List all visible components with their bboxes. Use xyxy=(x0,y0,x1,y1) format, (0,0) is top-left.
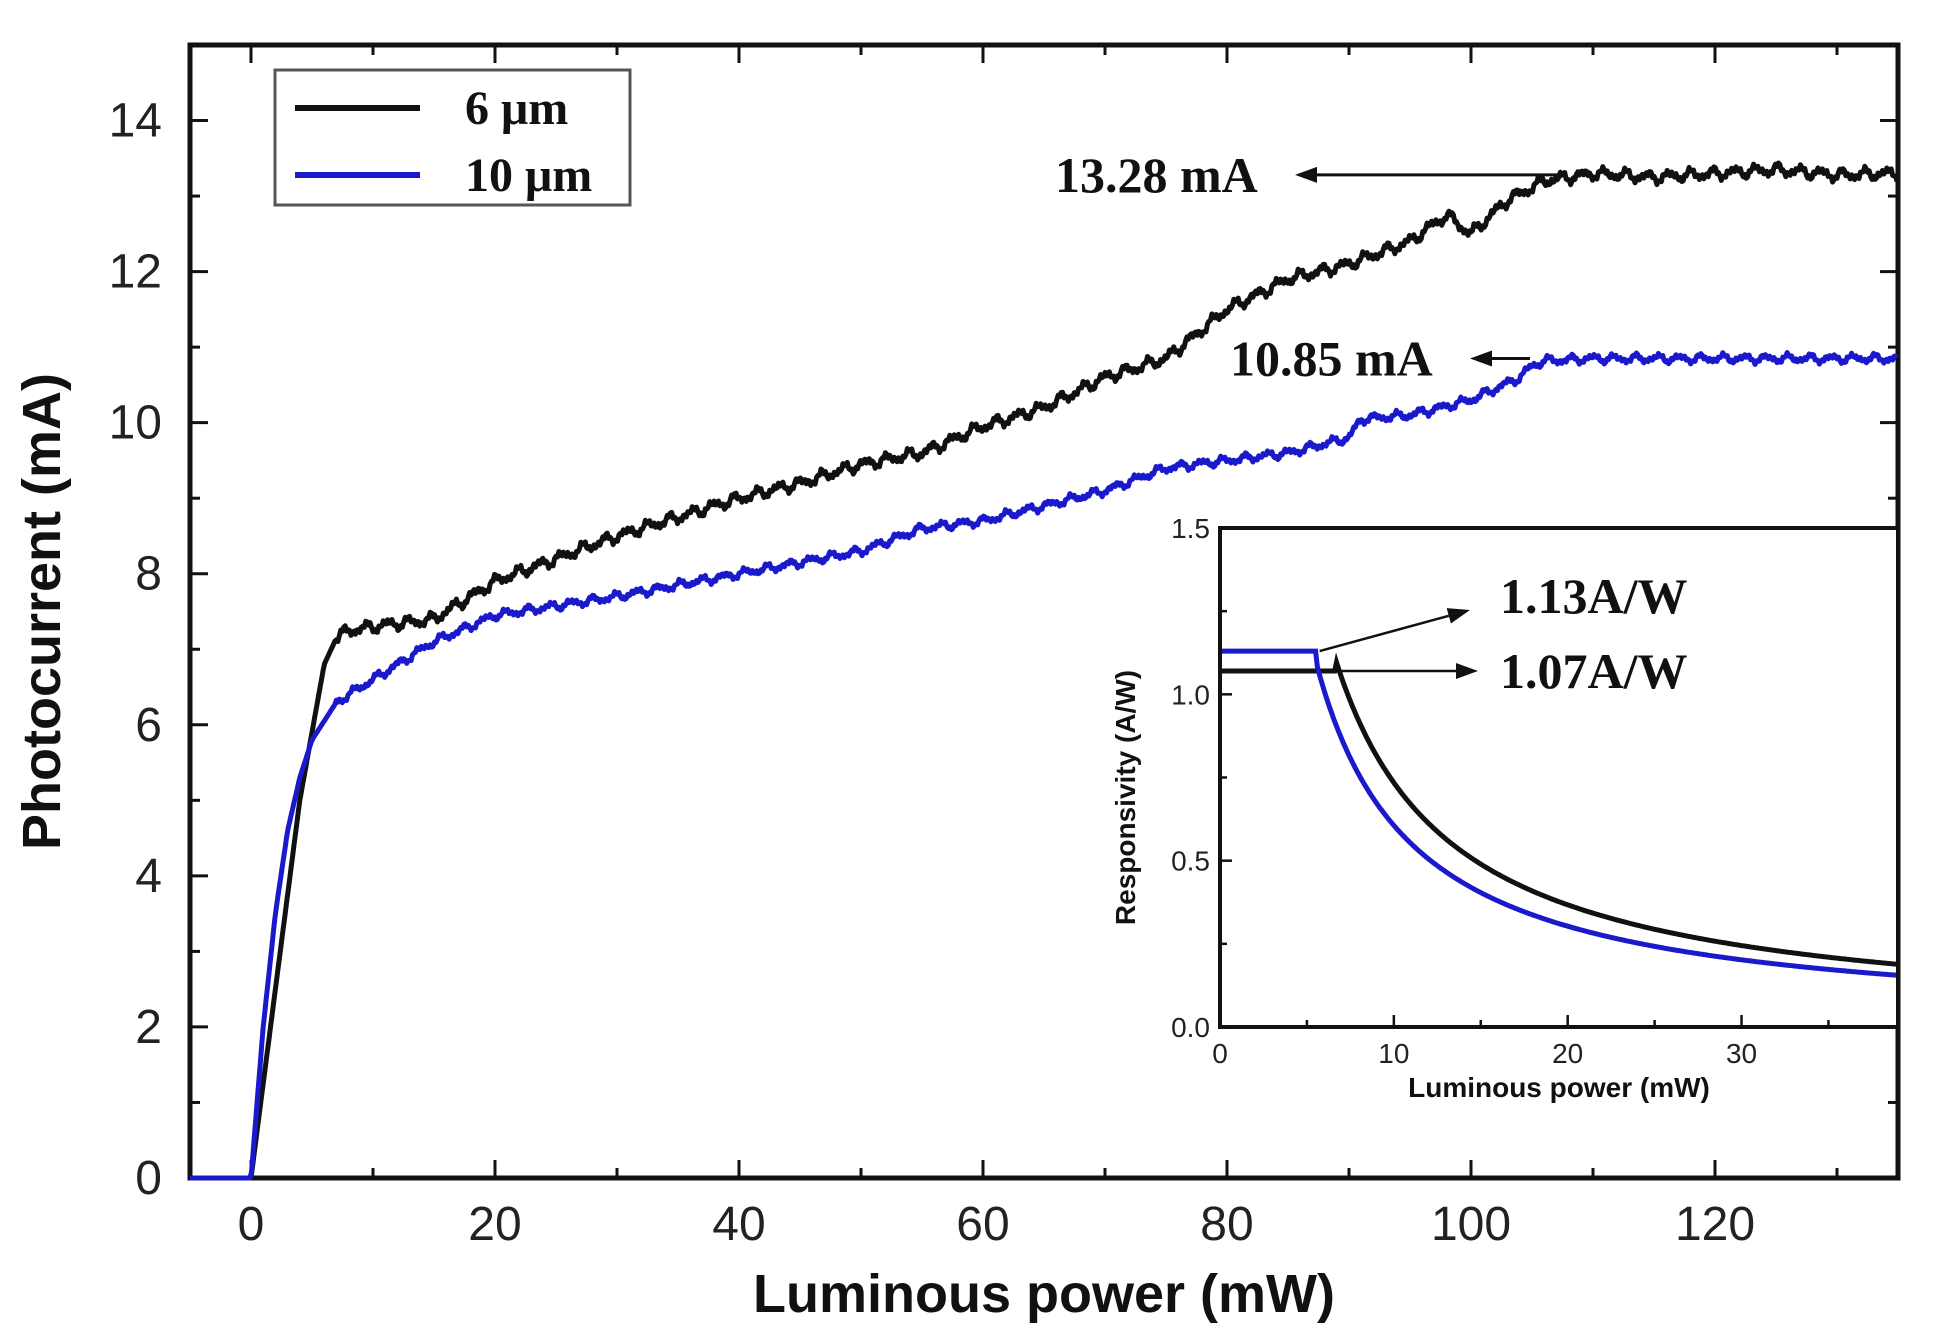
annotation-13-28-ma: 13.28 mA xyxy=(1055,147,1258,203)
main-x-ticks: 0 20 40 60 80 100 120 xyxy=(238,45,1839,1251)
inset-x-axis-label: Luminous power (mW) xyxy=(1408,1072,1710,1103)
legend-label-10um: 10 μm xyxy=(465,149,592,202)
inset-y-tick-label: 0.0 xyxy=(1171,1012,1210,1043)
inset-y-tick-label: 1.0 xyxy=(1171,679,1210,710)
inset-x-ticks: 0 10 20 30 xyxy=(1212,1015,1830,1069)
inset-x-tick-label: 20 xyxy=(1552,1038,1583,1069)
main-series xyxy=(189,160,1900,1181)
annotation-arrowhead-10-85 xyxy=(1470,350,1492,367)
annotation-1-13-aw: 1.13A/W xyxy=(1500,568,1688,624)
inset-background xyxy=(1220,528,1898,1027)
annotation-10-85-ma: 10.85 mA xyxy=(1230,330,1433,386)
x-tick-label: 60 xyxy=(956,1198,1009,1251)
annotation-arrow-1-13 xyxy=(1319,614,1450,653)
y-tick-label: 12 xyxy=(109,246,162,299)
x-tick-label: 100 xyxy=(1431,1198,1511,1251)
legend-label-6um: 6 μm xyxy=(465,82,568,135)
series-line-10um xyxy=(189,350,1899,1181)
annotation-arrowhead-1-07 xyxy=(1456,663,1478,680)
y-tick-label: 6 xyxy=(135,699,162,752)
x-tick-label: 20 xyxy=(468,1198,521,1251)
x-axis-label: Luminous power (mW) xyxy=(753,1264,1335,1324)
y-tick-label: 14 xyxy=(109,95,162,148)
x-tick-label: 120 xyxy=(1675,1198,1755,1251)
inset-x-tick-label: 10 xyxy=(1378,1038,1409,1069)
annotation-arrowhead-1-13 xyxy=(1446,608,1470,624)
inset-x-tick-label: 30 xyxy=(1726,1038,1757,1069)
y-tick-label: 10 xyxy=(109,397,162,450)
inset-y-tick-label: 1.5 xyxy=(1171,513,1210,544)
y-tick-label: 0 xyxy=(135,1152,162,1205)
series-line-6um xyxy=(189,160,1900,1181)
inset-plot: 0 10 20 30 0.0 0.5 1.0 1.5 Luminous power (mW)… xyxy=(1110,513,1900,1103)
inset-x-tick-label: 0 xyxy=(1212,1038,1228,1069)
annotation-1-07-aw: 1.07A/W xyxy=(1500,643,1688,699)
x-tick-label: 40 xyxy=(712,1198,765,1251)
inset-series-line-10um xyxy=(1220,648,1899,978)
y-tick-label: 2 xyxy=(135,1001,162,1054)
y-axis-label: Photocurrent (mA) xyxy=(12,373,72,850)
inset-series-line-6um xyxy=(1220,652,1899,967)
x-tick-label: 0 xyxy=(238,1198,265,1251)
inset-y-tick-label: 0.5 xyxy=(1171,846,1210,877)
x-tick-label: 80 xyxy=(1200,1198,1253,1251)
inset-y-axis-label: Responsivity (A/W) xyxy=(1110,670,1141,925)
legend-box xyxy=(273,68,632,207)
y-tick-label: 8 xyxy=(135,548,162,601)
annotation-arrowhead-13-28 xyxy=(1295,166,1317,183)
legend: 6 μm 10 μm xyxy=(273,68,632,207)
main-y-ticks: 0 2 4 6 8 10 12 14 xyxy=(109,95,1898,1205)
inset-y-ticks: 0.0 0.5 1.0 1.5 xyxy=(1171,513,1232,1043)
inset-series xyxy=(1220,648,1899,978)
y-tick-label: 4 xyxy=(135,850,162,903)
